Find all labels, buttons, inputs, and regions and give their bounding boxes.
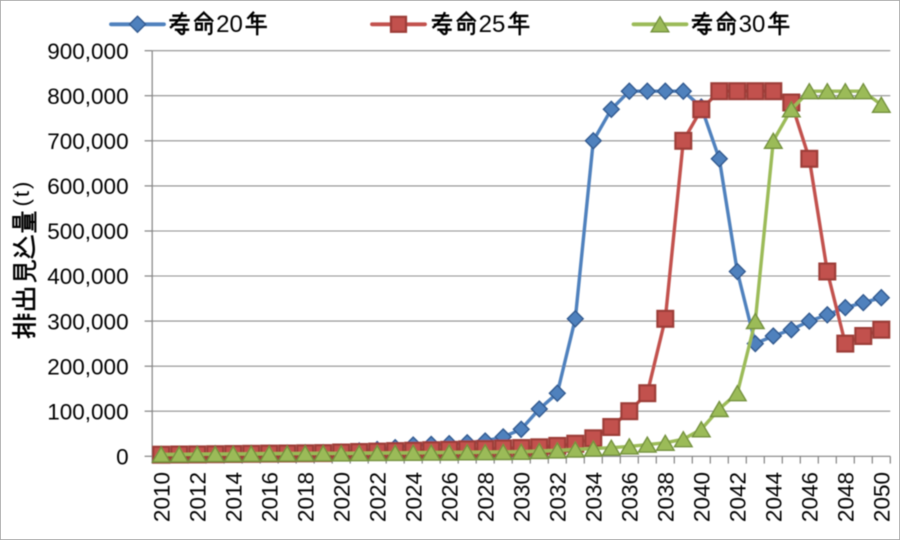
svg-text:2042: 2042 bbox=[726, 472, 751, 522]
svg-text:2016: 2016 bbox=[257, 472, 282, 522]
svg-text:2030: 2030 bbox=[510, 472, 535, 522]
svg-text:600,000: 600,000 bbox=[47, 174, 128, 199]
svg-text:2014: 2014 bbox=[221, 472, 246, 522]
svg-text:2024: 2024 bbox=[401, 472, 426, 522]
svg-text:2046: 2046 bbox=[798, 472, 823, 522]
svg-text:2036: 2036 bbox=[618, 472, 643, 522]
svg-text:20: 20 bbox=[216, 11, 243, 38]
svg-text:2038: 2038 bbox=[654, 472, 679, 522]
svg-text:800,000: 800,000 bbox=[47, 84, 128, 109]
svg-text:200,000: 200,000 bbox=[47, 354, 128, 379]
svg-text:2048: 2048 bbox=[834, 472, 859, 522]
svg-text:500,000: 500,000 bbox=[47, 219, 128, 244]
svg-text:2010: 2010 bbox=[149, 472, 174, 522]
svg-text:300,000: 300,000 bbox=[47, 309, 128, 334]
svg-text:2020: 2020 bbox=[329, 472, 354, 522]
svg-text:30: 30 bbox=[739, 11, 766, 38]
svg-text:25: 25 bbox=[479, 11, 506, 38]
svg-text:2040: 2040 bbox=[690, 472, 715, 522]
svg-text:2018: 2018 bbox=[293, 472, 318, 522]
svg-text:900,000: 900,000 bbox=[47, 39, 128, 64]
svg-text:0: 0 bbox=[116, 445, 129, 470]
svg-text:(t): (t) bbox=[9, 180, 34, 207]
svg-text:2034: 2034 bbox=[582, 472, 607, 522]
svg-text:2050: 2050 bbox=[870, 472, 895, 522]
svg-text:2026: 2026 bbox=[437, 472, 462, 522]
svg-text:100,000: 100,000 bbox=[47, 399, 128, 424]
svg-text:2044: 2044 bbox=[762, 472, 787, 522]
svg-text:2028: 2028 bbox=[473, 472, 498, 522]
svg-text:2032: 2032 bbox=[546, 472, 571, 522]
svg-text:700,000: 700,000 bbox=[47, 129, 128, 154]
svg-text:2012: 2012 bbox=[185, 472, 210, 522]
svg-text:400,000: 400,000 bbox=[47, 264, 128, 289]
svg-text:2022: 2022 bbox=[365, 472, 390, 522]
